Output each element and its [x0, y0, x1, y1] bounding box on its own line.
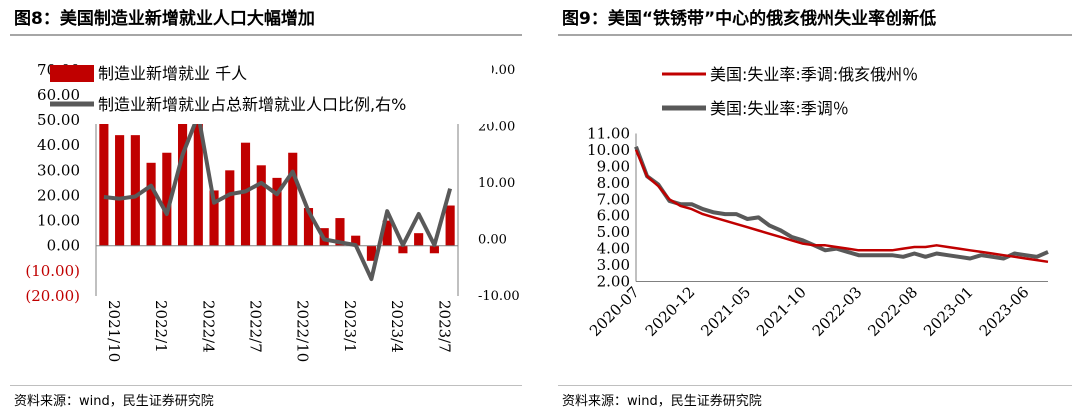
left-axis-tick-label: (10.00): [25, 262, 80, 280]
x-axis-tick-label: 2023-01: [920, 283, 977, 340]
x-axis-tick-label: 2022/10: [294, 300, 312, 362]
x-axis-tick-label: 2023-06: [976, 283, 1033, 340]
bar-manufacturing-jobs: [240, 142, 251, 246]
figure-8-source: 资料来源：wind，民生证券研究院: [14, 394, 214, 409]
x-axis-tick-label: 2022-03: [809, 283, 866, 340]
figure-9-panel: 图9：美国“铁锈带”中心的俄亥俄州失业率创新低 2.00 3.00 4.00 5.00…: [548, 0, 1080, 418]
y-axis-tick-label: 11.00: [587, 125, 630, 143]
right-axis-tick-label: -10.00: [478, 289, 520, 304]
figure-9-title: 图9：美国“铁锈带”中心的俄亥俄州失业率创新低: [562, 9, 937, 29]
left-axis-tick-label: 40.00: [37, 136, 80, 154]
bar-manufacturing-jobs: [398, 245, 408, 254]
y-axis-tick-label: 7.00: [597, 190, 630, 208]
x-axis-tick-label: 2022/7: [247, 300, 265, 353]
figure-9-source-rule: [558, 385, 1072, 386]
bar-manufacturing-jobs: [256, 165, 266, 246]
bar-manufacturing-jobs: [209, 190, 219, 246]
legend-us-label: 美国:失业率:季调％: [710, 99, 849, 118]
y-axis-tick-label: 5.00: [597, 223, 630, 241]
x-axis-tick-label: 2020-07: [586, 283, 643, 340]
legend-bar-swatch: [50, 65, 94, 82]
bar-manufacturing-jobs: [303, 208, 314, 246]
y-axis-tick-label: 6.00: [597, 207, 630, 225]
unemployment-rate-chart: 2.003.004.005.006.007.008.009.0010.0011.…: [586, 65, 1049, 340]
bar-manufacturing-jobs: [146, 162, 156, 246]
figure-8-title: 图8：美国制造业新增就业人口大幅增加: [14, 9, 315, 29]
bar-manufacturing-jobs: [272, 177, 282, 246]
left-axis-tick-label: 50.00: [37, 111, 80, 129]
legend-bar-label: 制造业新增就业 千人: [98, 64, 247, 83]
x-axis-tick-label: 2021-10: [753, 283, 810, 340]
bar-manufacturing-jobs: [115, 135, 125, 246]
figure-8-source-rule: [10, 385, 522, 386]
right-axis-tick-label: 0.00: [478, 232, 507, 247]
x-axis-tick-label: 2020-12: [642, 283, 699, 340]
bar-manufacturing-jobs: [366, 245, 376, 261]
left-axis-tick-label: (20.00): [25, 287, 80, 305]
y-axis-tick-label: 9.00: [597, 157, 630, 175]
x-axis-tick-label: 2023/4: [388, 300, 406, 353]
line-ohio-unemployment: [634, 149, 1049, 264]
manufacturing-employment-chart: (20.00) (10.00) 0.00 10.00 20.00 30.00 40.00 50…: [25, 61, 520, 363]
line-manufacturing-share: [103, 113, 453, 281]
bar-manufacturing-jobs: [445, 205, 455, 246]
left-axis-tick-label: 60.00: [37, 86, 80, 104]
x-axis-tick-label: 2021/10: [105, 300, 123, 362]
legend-ohio-label: 美国:失业率:季调:俄亥俄州％: [710, 65, 918, 84]
bar-manufacturing-jobs: [193, 107, 203, 246]
left-axis-tick-label: 0.00: [47, 237, 80, 255]
x-axis-tick-label: 2023/7: [435, 300, 453, 353]
y-axis-tick-label: 8.00: [597, 174, 630, 192]
y-axis-tick-label: 10.00: [587, 141, 630, 159]
bar-manufacturing-jobs: [335, 218, 345, 246]
figure-8-title-rule: [10, 34, 522, 36]
line-us-unemployment: [634, 145, 1049, 261]
figure-8-panel: 图8：美国制造业新增就业人口大幅增加 (20.00) (10.00) 0.00 10.…: [0, 0, 530, 418]
y-axis-tick-label: 4.00: [597, 240, 630, 258]
right-axis-tick-label: 10.00: [478, 176, 515, 191]
figure-9-title-rule: [558, 34, 1072, 36]
left-axis-tick-label: 10.00: [37, 212, 80, 230]
x-axis-tick-label: 2022-08: [864, 283, 921, 340]
bar-manufacturing-jobs: [178, 107, 188, 246]
figure-9-source: 资料来源：wind，民生证券研究院: [562, 394, 762, 409]
y-axis-tick-label: 2.00: [597, 273, 630, 291]
legend-background: [92, 62, 492, 124]
x-axis-tick-label: 2022/1: [152, 300, 170, 353]
bar-manufacturing-jobs: [429, 245, 439, 254]
x-axis-tick-label: 2022/4: [199, 300, 217, 353]
bar-manufacturing-jobs: [288, 152, 298, 246]
bar-manufacturing-jobs: [351, 235, 361, 246]
legend-line-label: 制造业新增就业占总新增就业人口比例,右%: [98, 95, 406, 114]
y-axis-tick-label: 3.00: [597, 256, 630, 274]
x-axis-tick-label: 2021-05: [697, 283, 754, 340]
bar-manufacturing-jobs: [225, 170, 235, 246]
bar-manufacturing-jobs: [414, 233, 424, 246]
bar-manufacturing-jobs: [162, 152, 172, 246]
bar-manufacturing-jobs: [130, 135, 140, 246]
bar-manufacturing-jobs: [99, 107, 109, 246]
bar-manufacturing-jobs: [382, 220, 392, 246]
x-axis-tick-label: 2023/1: [341, 300, 359, 353]
left-axis-tick-label: 20.00: [37, 186, 80, 204]
left-axis-tick-label: 30.00: [37, 161, 80, 179]
